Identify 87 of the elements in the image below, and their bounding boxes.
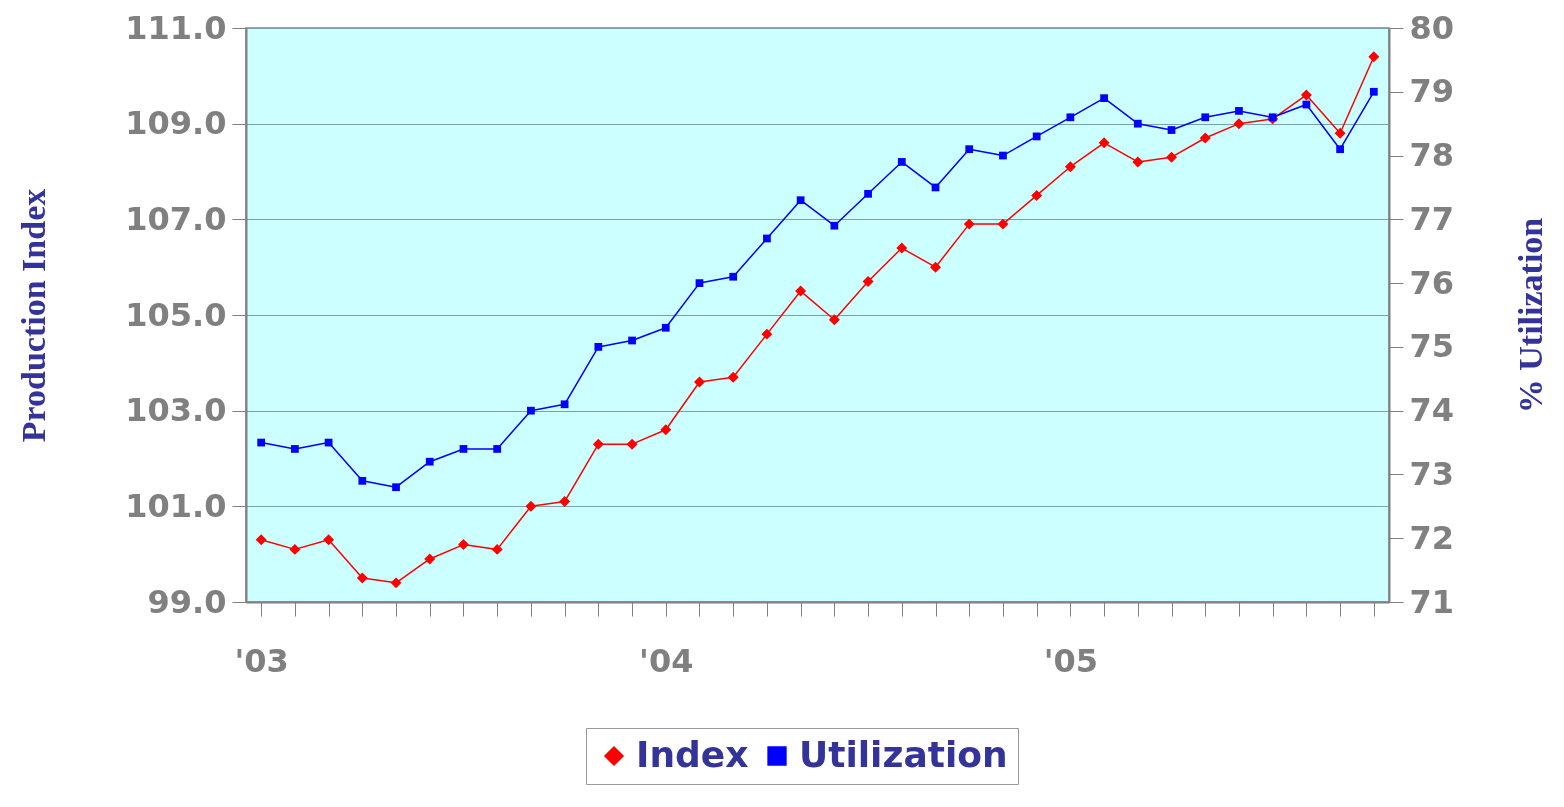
y-tick-label: 111.0 [125, 8, 227, 47]
point [864, 189, 872, 198]
point [1199, 132, 1211, 144]
y-tick-label: 105.0 [125, 295, 227, 334]
point [1166, 151, 1177, 163]
point [896, 242, 908, 254]
point [1133, 119, 1142, 128]
point [1233, 118, 1245, 130]
y-tick-label: 107.0 [125, 199, 227, 238]
point [1201, 113, 1210, 122]
point [999, 151, 1007, 160]
point [1334, 127, 1346, 139]
point [997, 218, 1009, 230]
point [862, 276, 874, 287]
y-tick-label: 103.0 [125, 391, 227, 430]
point [1300, 89, 1312, 101]
point [257, 438, 266, 447]
y2-tick-label: 80 [1409, 8, 1455, 47]
y2-tick-label: 77 [1409, 199, 1455, 238]
point [1098, 137, 1110, 149]
legend-label: Index [636, 734, 749, 775]
point [525, 500, 537, 512]
point [1336, 145, 1344, 154]
point [660, 424, 672, 436]
point [828, 314, 840, 326]
point [459, 445, 468, 453]
point [255, 534, 267, 546]
point [830, 221, 839, 230]
x-tick-label: '05 [1043, 641, 1099, 680]
point [1031, 189, 1043, 201]
point [694, 376, 705, 388]
point [897, 158, 906, 166]
x-tick-label: '04 [639, 641, 694, 680]
point [727, 371, 739, 383]
point [592, 438, 604, 450]
y2-tick-label: 76 [1409, 263, 1455, 302]
point [930, 261, 941, 273]
point [795, 285, 807, 297]
y2-tick-label: 73 [1409, 454, 1455, 493]
point [763, 234, 771, 243]
point [1167, 126, 1176, 134]
point [1132, 156, 1144, 168]
y-axis-title: Production Index [14, 188, 52, 443]
y2-tick-label: 74 [1409, 391, 1455, 430]
point [493, 445, 502, 453]
point [527, 406, 535, 415]
y2-axis-title: % Utilization [1511, 217, 1549, 414]
y2-tick-label: 79 [1409, 72, 1455, 111]
point [390, 577, 402, 589]
y-tick-label: 109.0 [125, 104, 227, 143]
point [628, 336, 636, 345]
point [661, 323, 670, 332]
point [1235, 107, 1243, 115]
point [425, 457, 434, 466]
point [1100, 94, 1108, 103]
y2-tick-label: 78 [1409, 136, 1455, 175]
point [729, 272, 738, 281]
point [965, 145, 974, 154]
point [560, 400, 569, 409]
point [358, 476, 367, 485]
point [323, 534, 335, 546]
point [695, 279, 704, 287]
x-tick-label: '03 [234, 641, 289, 680]
point [559, 496, 571, 508]
point [594, 343, 603, 351]
point [289, 543, 301, 555]
point [356, 572, 368, 584]
y2-tick-label: 75 [1409, 327, 1455, 366]
y2-tick-label: 72 [1409, 518, 1455, 557]
point [626, 438, 638, 450]
point [761, 328, 773, 340]
point [392, 483, 400, 492]
point [491, 543, 503, 555]
point [1369, 87, 1378, 96]
point [291, 445, 299, 453]
point [1064, 161, 1076, 173]
y2-tick-label: 71 [1409, 582, 1455, 621]
y-tick-label: 101.0 [125, 486, 227, 525]
point [458, 539, 469, 551]
legend-label: Utilization [799, 734, 1008, 775]
point [1066, 113, 1075, 122]
point [796, 196, 805, 205]
point [963, 218, 975, 230]
point [1032, 132, 1041, 141]
point [1368, 51, 1380, 63]
y-tick-label: 99.0 [147, 582, 227, 621]
point [424, 553, 436, 565]
